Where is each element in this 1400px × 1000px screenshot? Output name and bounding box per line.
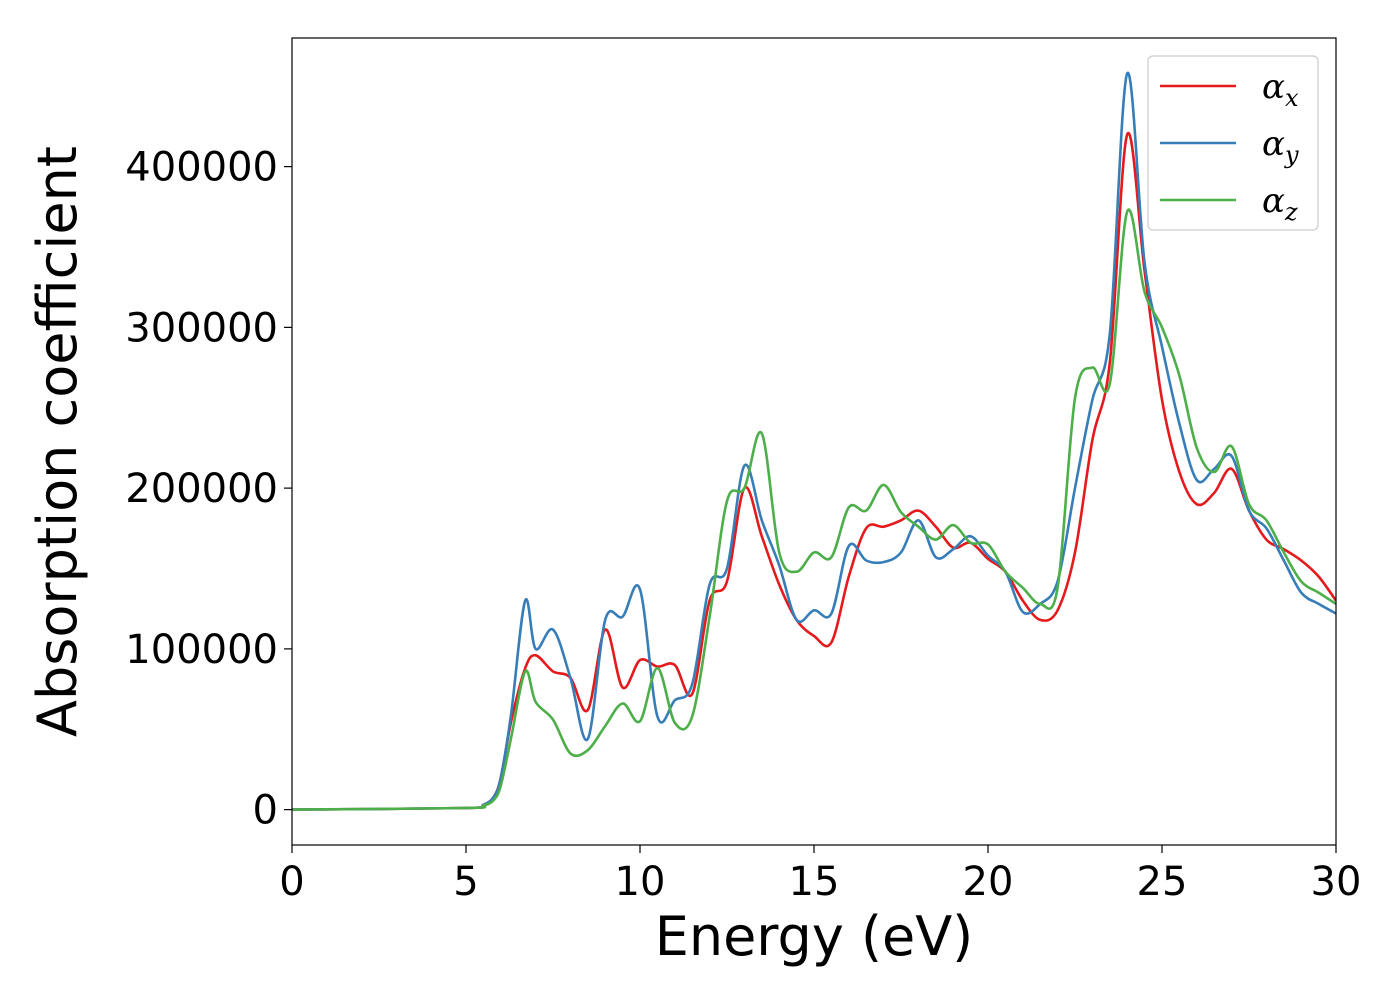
legend-label: αz	[1262, 181, 1298, 226]
series-line-y	[292, 71, 1336, 811]
y-axis-title: Absorption coefficient	[26, 146, 89, 737]
legend-item-x: αx	[1160, 67, 1299, 112]
x-tick-label: 15	[789, 859, 840, 905]
legend-label: αx	[1262, 67, 1299, 112]
y-tick-label: 200000	[125, 466, 278, 512]
series-lines	[292, 71, 1336, 811]
y-tick-label: 300000	[125, 305, 278, 351]
y-tick-label: 100000	[125, 627, 278, 673]
legend: αx αy αz	[1147, 55, 1319, 231]
legend-label: αy	[1262, 124, 1299, 169]
series-line-x	[292, 131, 1336, 811]
x-tick-label: 30	[1311, 859, 1362, 905]
x-tick-label: 0	[279, 859, 304, 905]
y-tick-label: 0	[253, 788, 278, 834]
x-tick-label: 10	[615, 859, 666, 905]
series-line-z	[292, 208, 1336, 811]
x-axis-title: Energy (eV)	[655, 905, 974, 968]
x-axis: 0 5 10 15 20 25 30	[279, 845, 1361, 905]
legend-item-y: αy	[1160, 124, 1299, 169]
y-axis: 0 100000 200000 300000 400000	[125, 145, 292, 834]
x-tick-label: 25	[1137, 859, 1188, 905]
y-tick-label: 400000	[125, 145, 278, 191]
x-tick-label: 5	[453, 859, 478, 905]
x-tick-label: 20	[963, 859, 1014, 905]
legend-item-z: αz	[1160, 181, 1298, 226]
